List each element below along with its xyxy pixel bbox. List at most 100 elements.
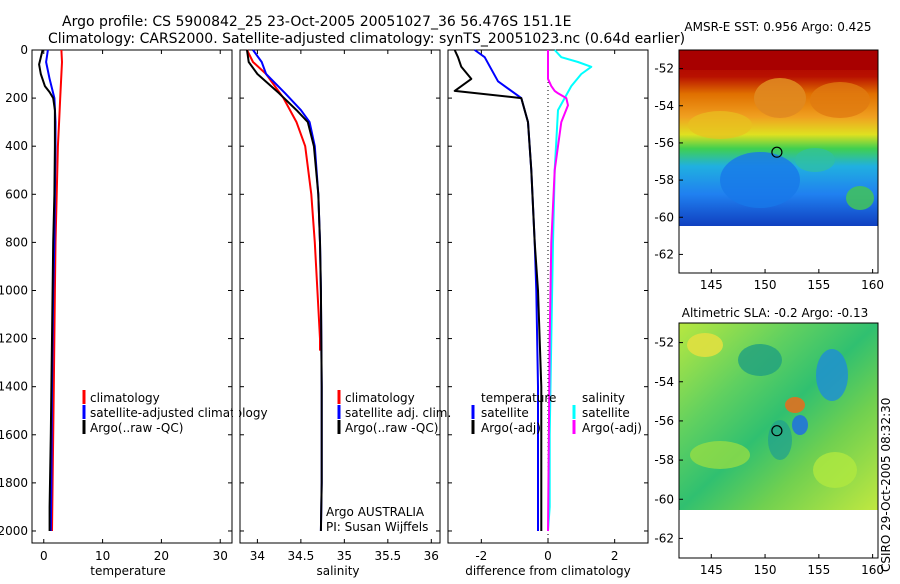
map-x-tick-label: 160 (861, 563, 884, 577)
difference-legend: temperature satellite Argo(-adj) salinit… (471, 391, 642, 435)
map-y-tick-label: -52 (654, 62, 674, 76)
legend-label-argo: Argo(..raw -QC) (345, 421, 438, 435)
map-x-tick-label: 150 (754, 563, 777, 577)
y-tick-label: 600 (5, 187, 28, 201)
salinity-xlabel: salinity (316, 564, 359, 578)
y-tick-label: 1600 (0, 428, 28, 442)
series-line-climatology (246, 49, 321, 351)
map-y-tick-label: -58 (654, 453, 674, 467)
legend-label-temp-satellite: satellite (481, 406, 529, 420)
header-line2: Climatology: CARS2000. Satellite-adjuste… (48, 31, 685, 47)
map-y-tick-label: -56 (654, 136, 674, 150)
map-x-tick-label: 145 (700, 278, 723, 292)
legend-label-sal-argo: Argo(-adj) (582, 421, 642, 435)
map-x-tick-label: 160 (861, 278, 884, 292)
salinity-legend: climatology satellite adj. clim. Argo(..… (337, 390, 451, 435)
sla-low (816, 349, 848, 401)
legend-title-temperature: temperature (481, 391, 556, 405)
series-line-salinity-argo-adj- (547, 50, 569, 532)
legend-label-satellite: satellite adj. clim. (345, 406, 451, 420)
sst-warm-eddy (810, 82, 870, 118)
sst-land-mask (679, 226, 878, 273)
x-tick-label: 20 (154, 549, 169, 563)
map-x-tick-label: 150 (754, 278, 777, 292)
y-tick-label: 1000 (0, 283, 28, 297)
series-line-salinity-satellite (547, 49, 593, 532)
sst-map-axes: 145 150 155 160 -52 -54 -56 -58 -60 -62 (654, 62, 884, 292)
series-line-satellite-adj-clim- (252, 49, 323, 532)
map-y-tick-label: -62 (654, 247, 674, 261)
temperature-chart: 0 10 20 30 0 200 400 600 800 1000 1200 1400 1600 1800… (0, 43, 232, 563)
sst-map (678, 49, 879, 274)
argo-position-marker (771, 425, 783, 437)
difference-xlabel: difference from climatology (465, 564, 631, 578)
sla-land-mask (679, 510, 878, 558)
argo-position-marker (771, 146, 783, 158)
sst-cold-region (720, 152, 800, 208)
x-tick-label: 0 (544, 549, 552, 563)
sla-map-axes: 145 150 155 160 -52 -54 -56 -58 -60 -62 (654, 336, 884, 577)
x-tick-label: -2 (475, 549, 487, 563)
map-x-tick-label: 155 (807, 278, 830, 292)
salinity-chart: 34 34.5 35 35.5 36 (240, 49, 440, 563)
map-y-tick-label: -60 (654, 210, 674, 224)
y-tick-label: 400 (5, 139, 28, 153)
map-y-tick-label: -58 (654, 173, 674, 187)
y-tick-label: 1800 (0, 476, 28, 490)
temperature-xlabel: temperature (90, 564, 165, 578)
series-line-argo-raw-qc- (246, 49, 323, 532)
series-line-climatology (51, 49, 63, 532)
header-line1: Argo profile: CS 5900842_25 23-Oct-2005 … (62, 14, 571, 30)
y-tick-label: 200 (5, 91, 28, 105)
legend-clip (233, 395, 239, 425)
map-y-tick-label: -62 (654, 531, 674, 545)
sst-warm-eddy (754, 78, 806, 118)
sla-low (792, 415, 808, 435)
legend-title-salinity: salinity (582, 391, 625, 405)
x-tick-label: 34 (250, 549, 265, 563)
timestamp-stamp: CSIRO 29-Oct-2005 08:32:30 (879, 398, 893, 572)
x-tick-label: 35.5 (374, 549, 401, 563)
map-x-tick-label: 145 (700, 563, 723, 577)
x-tick-label: 2 (611, 549, 619, 563)
series-line-temperature-argo-adj- (453, 49, 543, 531)
x-tick-label: 10 (95, 549, 110, 563)
sla-low (738, 344, 782, 376)
sla-low (768, 420, 792, 460)
y-tick-label: 0 (20, 43, 28, 57)
sla-map-frame (678, 322, 879, 559)
legend-label-argo: Argo(..raw -QC) (90, 421, 183, 435)
sla-high (785, 397, 805, 413)
legend-label-climatology: climatology (90, 391, 160, 405)
y-tick-label: 1200 (0, 332, 28, 346)
sst-map-frame (678, 49, 879, 274)
legend-label-sal-satellite: satellite (582, 406, 630, 420)
sst-map-title: AMSR-E SST: 0.956 Argo: 0.425 (684, 20, 871, 34)
map-y-tick-label: -54 (654, 99, 674, 113)
y-tick-label: 800 (5, 235, 28, 249)
temperature-axes-frame (31, 49, 233, 544)
difference-chart: -2 0 2 (448, 49, 648, 563)
sla-high (690, 441, 750, 469)
map-y-tick-label: -54 (654, 375, 674, 389)
x-tick-label: 34.5 (288, 549, 315, 563)
sst-warm-band (679, 50, 878, 70)
legend-label-climatology: climatology (345, 391, 415, 405)
x-tick-label: 35 (337, 549, 352, 563)
map-x-tick-label: 155 (807, 563, 830, 577)
argo-country-annotation: Argo AUSTRALIA (326, 505, 425, 519)
x-tick-label: 0 (40, 549, 48, 563)
legend-label-satellite: satellite-adjusted climatology (90, 406, 268, 420)
x-tick-label: 36 (424, 549, 439, 563)
x-tick-label: 30 (213, 549, 228, 563)
sst-eddy (795, 148, 835, 172)
argo-pi-annotation: PI: Susan Wijffels (326, 520, 428, 534)
map-y-tick-label: -60 (654, 492, 674, 506)
sst-front (688, 111, 752, 139)
series-line-argo-raw-qc- (38, 49, 56, 531)
sla-high (687, 333, 723, 357)
sla-map (678, 322, 879, 559)
salinity-axes-frame (239, 49, 441, 544)
y-tick-label: 1400 (0, 380, 28, 394)
